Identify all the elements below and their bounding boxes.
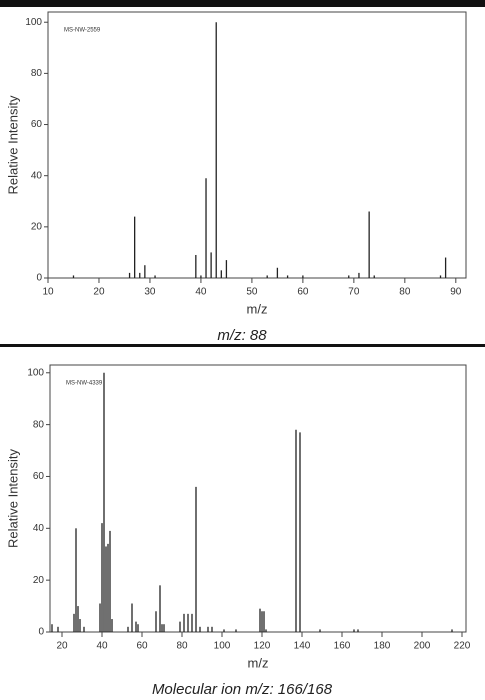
x-tick-label: 50 <box>246 287 258 298</box>
x-tick-label: 90 <box>450 287 462 298</box>
separator <box>0 344 485 347</box>
x-tick-label: 180 <box>374 641 391 652</box>
x-tick-label: 80 <box>399 287 411 298</box>
caption: m/z: 88 <box>217 327 267 344</box>
y-tick-label: 0 <box>36 273 42 284</box>
y-tick-label: 100 <box>27 367 44 378</box>
y-tick-label: 100 <box>25 17 42 28</box>
x-tick-label: 140 <box>294 641 311 652</box>
x-tick-label: 160 <box>334 641 351 652</box>
x-tick-label: 220 <box>454 641 471 652</box>
x-tick-label: 60 <box>297 287 309 298</box>
plot-frame <box>47 11 467 279</box>
x-tick-label: 30 <box>144 287 156 298</box>
annotation: MS-NW-4339 <box>66 381 103 387</box>
y-tick-label: 60 <box>31 119 43 130</box>
y-tick-label: 80 <box>31 68 43 79</box>
top-bar <box>0 0 485 7</box>
caption: Molecular ion m/z: 166/168 <box>152 681 333 698</box>
y-axis-label: Relative Intensity <box>5 449 20 548</box>
x-tick-label: 20 <box>93 287 105 298</box>
y-tick-label: 60 <box>33 471 45 482</box>
y-tick-label: 20 <box>31 221 43 232</box>
x-tick-label: 80 <box>176 641 188 652</box>
x-tick-label: 10 <box>42 287 54 298</box>
y-tick-label: 0 <box>38 627 44 638</box>
x-axis-label: m/z <box>247 301 268 316</box>
annotation: MS-NW-2559 <box>64 28 101 34</box>
x-tick-label: 200 <box>414 641 431 652</box>
plot-frame <box>49 364 467 633</box>
x-tick-label: 40 <box>195 287 207 298</box>
x-tick-label: 120 <box>254 641 271 652</box>
x-axis-label: m/z <box>248 655 269 670</box>
x-tick-label: 20 <box>56 641 68 652</box>
x-tick-label: 100 <box>214 641 231 652</box>
x-tick-label: 40 <box>96 641 108 652</box>
y-tick-label: 40 <box>33 523 45 534</box>
y-tick-label: 20 <box>33 575 45 586</box>
y-tick-label: 80 <box>33 419 45 430</box>
x-tick-label: 60 <box>136 641 148 652</box>
y-axis-label: Relative Intensity <box>5 95 20 194</box>
x-tick-label: 70 <box>348 287 360 298</box>
y-tick-label: 40 <box>31 170 43 181</box>
